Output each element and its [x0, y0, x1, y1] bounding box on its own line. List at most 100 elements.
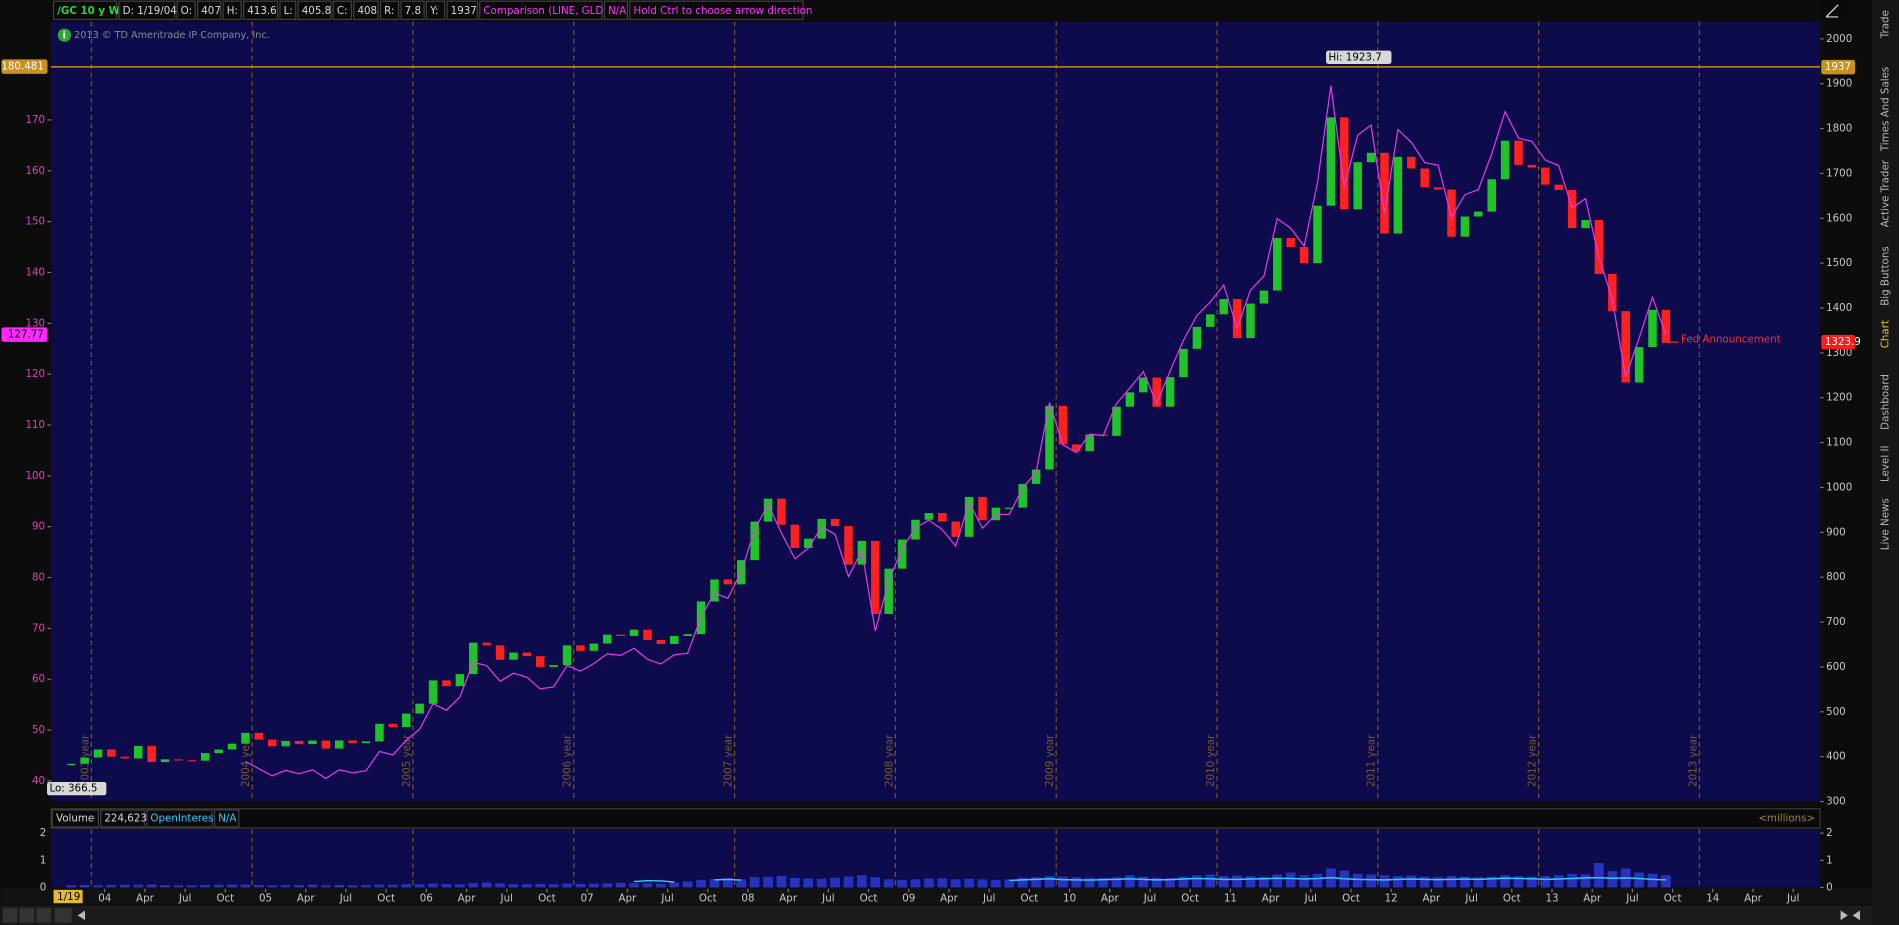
candle — [1219, 299, 1228, 315]
volume-bar — [642, 883, 653, 888]
volume-bar — [307, 884, 318, 888]
x-tick-label: Oct — [1181, 892, 1199, 904]
zoom-fit-button[interactable] — [19, 908, 35, 923]
sidebar-tab[interactable]: Trade — [1879, 10, 1891, 39]
y-tick-label: 1600 — [1826, 212, 1852, 224]
y-tick-label: 400 — [1826, 751, 1846, 763]
price-marker-label: 127.77 — [8, 329, 44, 341]
volume-header-cell — [100, 809, 145, 828]
volume-bar — [615, 882, 626, 888]
volume-bar — [736, 879, 747, 888]
volume-bar — [213, 884, 224, 888]
drawing-icon[interactable] — [1825, 4, 1839, 18]
volume-bar — [964, 878, 974, 888]
candle — [442, 680, 451, 687]
x-tick-label: Apr — [1583, 892, 1602, 904]
volume-bar — [79, 885, 90, 888]
volume-bar — [508, 884, 519, 888]
volume-bar — [1151, 877, 1162, 888]
y2-tick-label: 160 — [25, 165, 45, 177]
y2-tick-label: 100 — [25, 470, 45, 482]
info-icon[interactable] — [57, 28, 72, 42]
scroll-right-button[interactable] — [1840, 910, 1848, 921]
volume-bar — [1567, 873, 1577, 888]
candle — [536, 656, 545, 667]
candle — [1581, 220, 1590, 229]
volume-header-cell — [51, 809, 99, 828]
candle — [1112, 406, 1121, 436]
volume-bar — [1433, 877, 1443, 888]
candle — [1366, 152, 1376, 163]
candle — [428, 680, 438, 704]
candle — [268, 739, 277, 747]
candle — [656, 639, 666, 645]
candle — [643, 629, 652, 640]
x-tick-label: Apr — [297, 892, 316, 904]
candle — [710, 579, 719, 602]
y2-tick-label: 80 — [32, 572, 45, 584]
sidebar-tab[interactable]: Big Buttons — [1879, 246, 1891, 306]
volume-bar — [1031, 877, 1041, 888]
y-tick-label: 1000 — [1826, 481, 1852, 493]
header-cell — [479, 0, 603, 20]
sidebar-tab[interactable]: Active Trader — [1879, 159, 1891, 227]
volume-tick-label: 1 — [40, 854, 47, 866]
price-marker-label: 1937 — [1825, 61, 1851, 73]
volume-bar — [428, 883, 438, 888]
year-label: 2008 year — [883, 734, 895, 787]
sidebar-tab[interactable]: Live News — [1879, 498, 1891, 550]
x-tick-label: 08 — [741, 892, 754, 904]
sidebar-tab[interactable]: Dashboard — [1879, 374, 1891, 430]
volume-bar — [535, 883, 546, 888]
candle — [1648, 309, 1657, 348]
x-tick-label: Apr — [458, 892, 477, 904]
candle — [1487, 179, 1496, 212]
candle — [1340, 117, 1349, 210]
x-tick-label: 04 — [98, 892, 111, 904]
candle — [361, 741, 371, 744]
candle — [1206, 314, 1215, 327]
candle — [1634, 347, 1644, 383]
volume-bar — [1446, 876, 1457, 888]
volume-bar — [119, 884, 130, 888]
candle — [1259, 290, 1269, 304]
volume-bar — [709, 879, 720, 888]
candle — [576, 645, 585, 651]
zoom-out-button[interactable] — [36, 908, 52, 923]
sidebar-tab[interactable]: Times And Sales — [1879, 67, 1891, 153]
volume-bar — [468, 883, 479, 888]
sidebar-tab[interactable]: Level II — [1879, 445, 1891, 481]
y2-tick-label: 90 — [32, 521, 45, 533]
sidebar-tab[interactable]: Chart — [1879, 320, 1891, 348]
header-text: Comparison (LINE, GLD) — [483, 5, 607, 17]
volume-bar — [227, 884, 237, 888]
scroll-back-button[interactable] — [1852, 910, 1860, 921]
candle — [1286, 238, 1295, 248]
header-cell — [446, 0, 478, 20]
volume-bar — [1406, 875, 1417, 888]
scroll-left-button[interactable] — [77, 910, 86, 921]
time-axis — [0, 888, 1873, 905]
info-glyph: i — [63, 31, 66, 42]
candle — [227, 743, 237, 750]
candle — [1152, 377, 1161, 407]
candle — [66, 763, 76, 766]
volume-bar — [414, 884, 425, 888]
volume-bar — [763, 876, 773, 888]
x-tick-label: Apr — [779, 892, 798, 904]
zoom-in-button[interactable] — [2, 908, 18, 923]
volume-bar — [93, 885, 103, 888]
volume-bar — [374, 884, 385, 888]
candle — [509, 652, 518, 660]
x-tick-label: 10 — [1063, 892, 1076, 904]
go-to-end-button[interactable] — [54, 908, 72, 923]
volume-header-cell — [146, 809, 213, 828]
volume-bar — [1004, 879, 1015, 888]
volume-bar — [816, 878, 827, 888]
volume-bar — [1058, 876, 1068, 888]
x-tick-label: 09 — [902, 892, 915, 904]
x-tick-label: 07 — [581, 892, 594, 904]
y-tick-label: 1300 — [1826, 347, 1852, 359]
volume-bar — [1259, 876, 1269, 888]
